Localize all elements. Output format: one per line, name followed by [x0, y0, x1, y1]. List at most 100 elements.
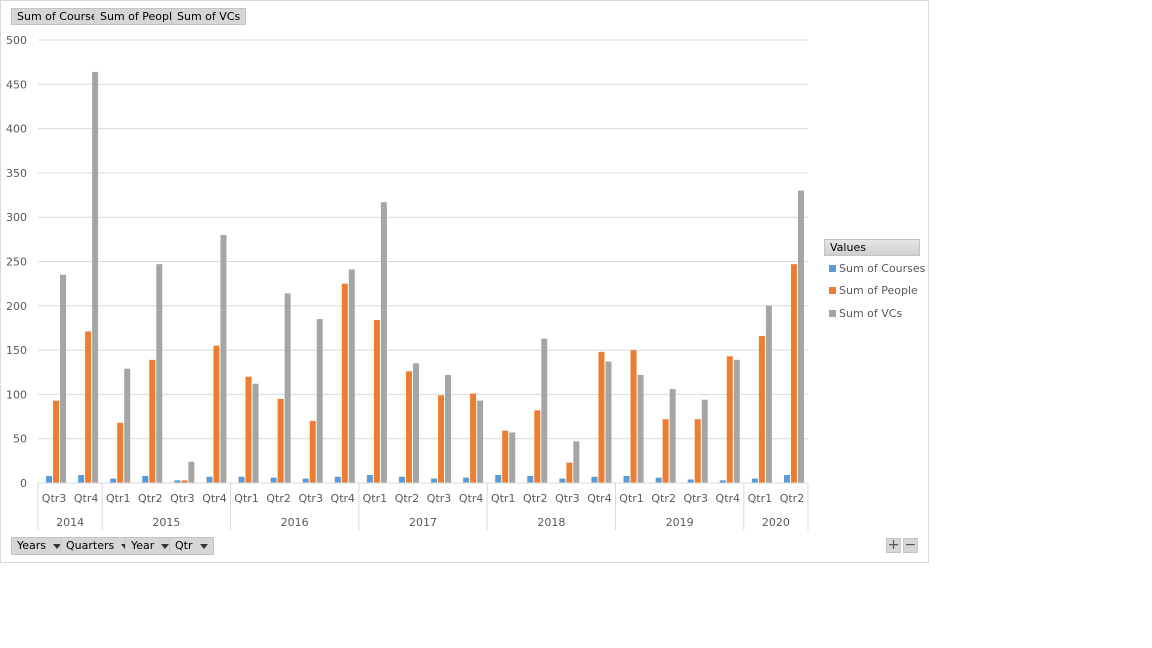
bar-sum-of-vcs	[156, 264, 163, 483]
bar-sum-of-people	[566, 462, 573, 483]
bar-sum-of-courses	[719, 480, 726, 483]
x-tick-label: Qtr1	[619, 492, 644, 505]
x-group-label: 2015	[152, 516, 180, 529]
x-group-label: 2016	[281, 516, 309, 529]
bar-sum-of-people	[213, 345, 220, 483]
x-tick-label: Qtr4	[331, 492, 356, 505]
bar-sum-of-vcs	[477, 400, 484, 483]
expand-field-button[interactable]: +	[886, 537, 901, 553]
x-group-label: 2017	[409, 516, 437, 529]
bar-sum-of-people	[277, 398, 284, 483]
bar-sum-of-courses	[78, 475, 85, 483]
x-tick-label: Qtr3	[427, 492, 452, 505]
x-tick-label: Qtr2	[523, 492, 548, 505]
y-tick-label: 350	[6, 167, 27, 180]
bar-sum-of-courses	[238, 476, 245, 483]
y-tick-label: 100	[6, 388, 27, 401]
bar-sum-of-courses	[655, 477, 662, 483]
years-field-button[interactable]: Years	[11, 537, 68, 555]
year-field-button[interactable]: Year	[125, 537, 176, 555]
bar-sum-of-vcs	[60, 274, 67, 483]
bar-sum-of-people	[405, 371, 412, 483]
bar-sum-of-vcs	[348, 269, 355, 483]
legend-header[interactable]: Values	[824, 239, 920, 256]
y-tick-label: 0	[20, 477, 27, 490]
bar-sum-of-courses	[527, 475, 534, 483]
chart-svg: 0 50 100 150 200 250 300 350 400 450 500 Qtr3 Qtr4 Qt…	[6, 34, 809, 530]
bar-sum-of-vcs	[669, 389, 676, 483]
bar-sum-of-people	[117, 422, 124, 483]
bar-sum-of-vcs	[380, 202, 387, 483]
bar-sum-of-people	[630, 350, 637, 483]
y-tick-label: 400	[6, 123, 27, 136]
bar-sum-of-vcs	[797, 190, 804, 483]
bar-sum-of-people	[726, 356, 733, 483]
bar-sum-of-vcs	[220, 234, 227, 483]
x-tick-label: Qtr4	[716, 492, 741, 505]
bar-sum-of-vcs	[124, 368, 131, 483]
bar-sum-of-courses	[206, 476, 213, 483]
collapse-field-button[interactable]: −	[903, 537, 918, 553]
legend-swatch-courses	[829, 265, 836, 272]
qtr-field-button[interactable]: Qtr	[169, 537, 214, 555]
bar-sum-of-courses	[687, 479, 694, 483]
x-tick-label: Qtr2	[266, 492, 291, 505]
bar-sum-of-vcs	[733, 359, 740, 483]
bar-sum-of-vcs	[765, 305, 772, 483]
bar-sum-of-courses	[431, 478, 438, 483]
bar-sum-of-courses	[623, 475, 630, 483]
legend-item-courses: Sum of Courses	[829, 262, 925, 275]
bar-sum-of-vcs	[412, 363, 419, 483]
x-tick-label: Qtr2	[395, 492, 420, 505]
bar-sum-of-people	[694, 419, 701, 483]
bar-sum-of-courses	[302, 478, 309, 483]
bar-sum-of-courses	[398, 476, 405, 483]
x-tick-label: Qtr4	[74, 492, 99, 505]
x-group-label: 2018	[537, 516, 565, 529]
bar-sum-of-vcs	[252, 383, 259, 483]
years-dropdown-icon[interactable]	[53, 543, 62, 549]
legend-label-vcs: Sum of VCs	[839, 307, 903, 320]
y-tick-label: 50	[13, 433, 27, 446]
years-field-label: Years	[17, 539, 47, 552]
bar-sum-of-people	[438, 395, 445, 483]
bar-sum-of-people	[245, 376, 252, 483]
bar-sum-of-people	[470, 393, 477, 483]
bar-sum-of-people	[662, 419, 669, 483]
year-dropdown-icon[interactable]	[161, 543, 170, 549]
bar-sum-of-courses	[783, 475, 790, 483]
bar-sum-of-people	[181, 480, 188, 483]
x-tick-label: Qtr1	[234, 492, 259, 505]
bar-sum-of-people	[341, 283, 348, 483]
y-tick-label: 450	[6, 78, 27, 91]
x-tick-label: Qtr1	[363, 492, 388, 505]
qtr-field-label: Qtr	[175, 539, 193, 552]
bar-sum-of-vcs	[284, 293, 291, 483]
qtr-dropdown-icon[interactable]	[199, 543, 208, 549]
legend-label-people: Sum of People	[839, 284, 918, 297]
year-field-label: Year	[131, 539, 155, 552]
x-tick-label: Qtr4	[202, 492, 227, 505]
bar-sum-of-people	[149, 359, 156, 483]
sum-of-courses-field-button[interactable]: Sum of Courses	[11, 8, 110, 25]
bar-sum-of-people	[85, 331, 92, 483]
bar-sum-of-people	[790, 264, 797, 483]
x-tick-label: Qtr4	[459, 492, 484, 505]
x-tick-label: Qtr3	[42, 492, 67, 505]
legend-item-people: Sum of People	[829, 284, 918, 297]
bar-sum-of-courses	[751, 478, 758, 483]
sum-of-vcs-field-button[interactable]: Sum of VCs	[171, 8, 247, 25]
legend-swatch-vcs	[829, 310, 836, 317]
bar-sum-of-courses	[463, 477, 470, 483]
bar-sum-of-people	[309, 420, 316, 483]
quarters-field-button[interactable]: Quarters	[60, 537, 136, 555]
bar-sum-of-courses	[142, 475, 149, 483]
bar-sum-of-courses	[110, 478, 117, 483]
bar-sum-of-vcs	[316, 319, 323, 483]
bar-sum-of-courses	[270, 477, 277, 483]
x-tick-label: Qtr3	[555, 492, 580, 505]
x-tick-label: Qtr3	[298, 492, 323, 505]
y-tick-label: 250	[6, 256, 27, 269]
bar-sum-of-people	[502, 430, 509, 483]
bar-sum-of-vcs	[701, 399, 708, 483]
